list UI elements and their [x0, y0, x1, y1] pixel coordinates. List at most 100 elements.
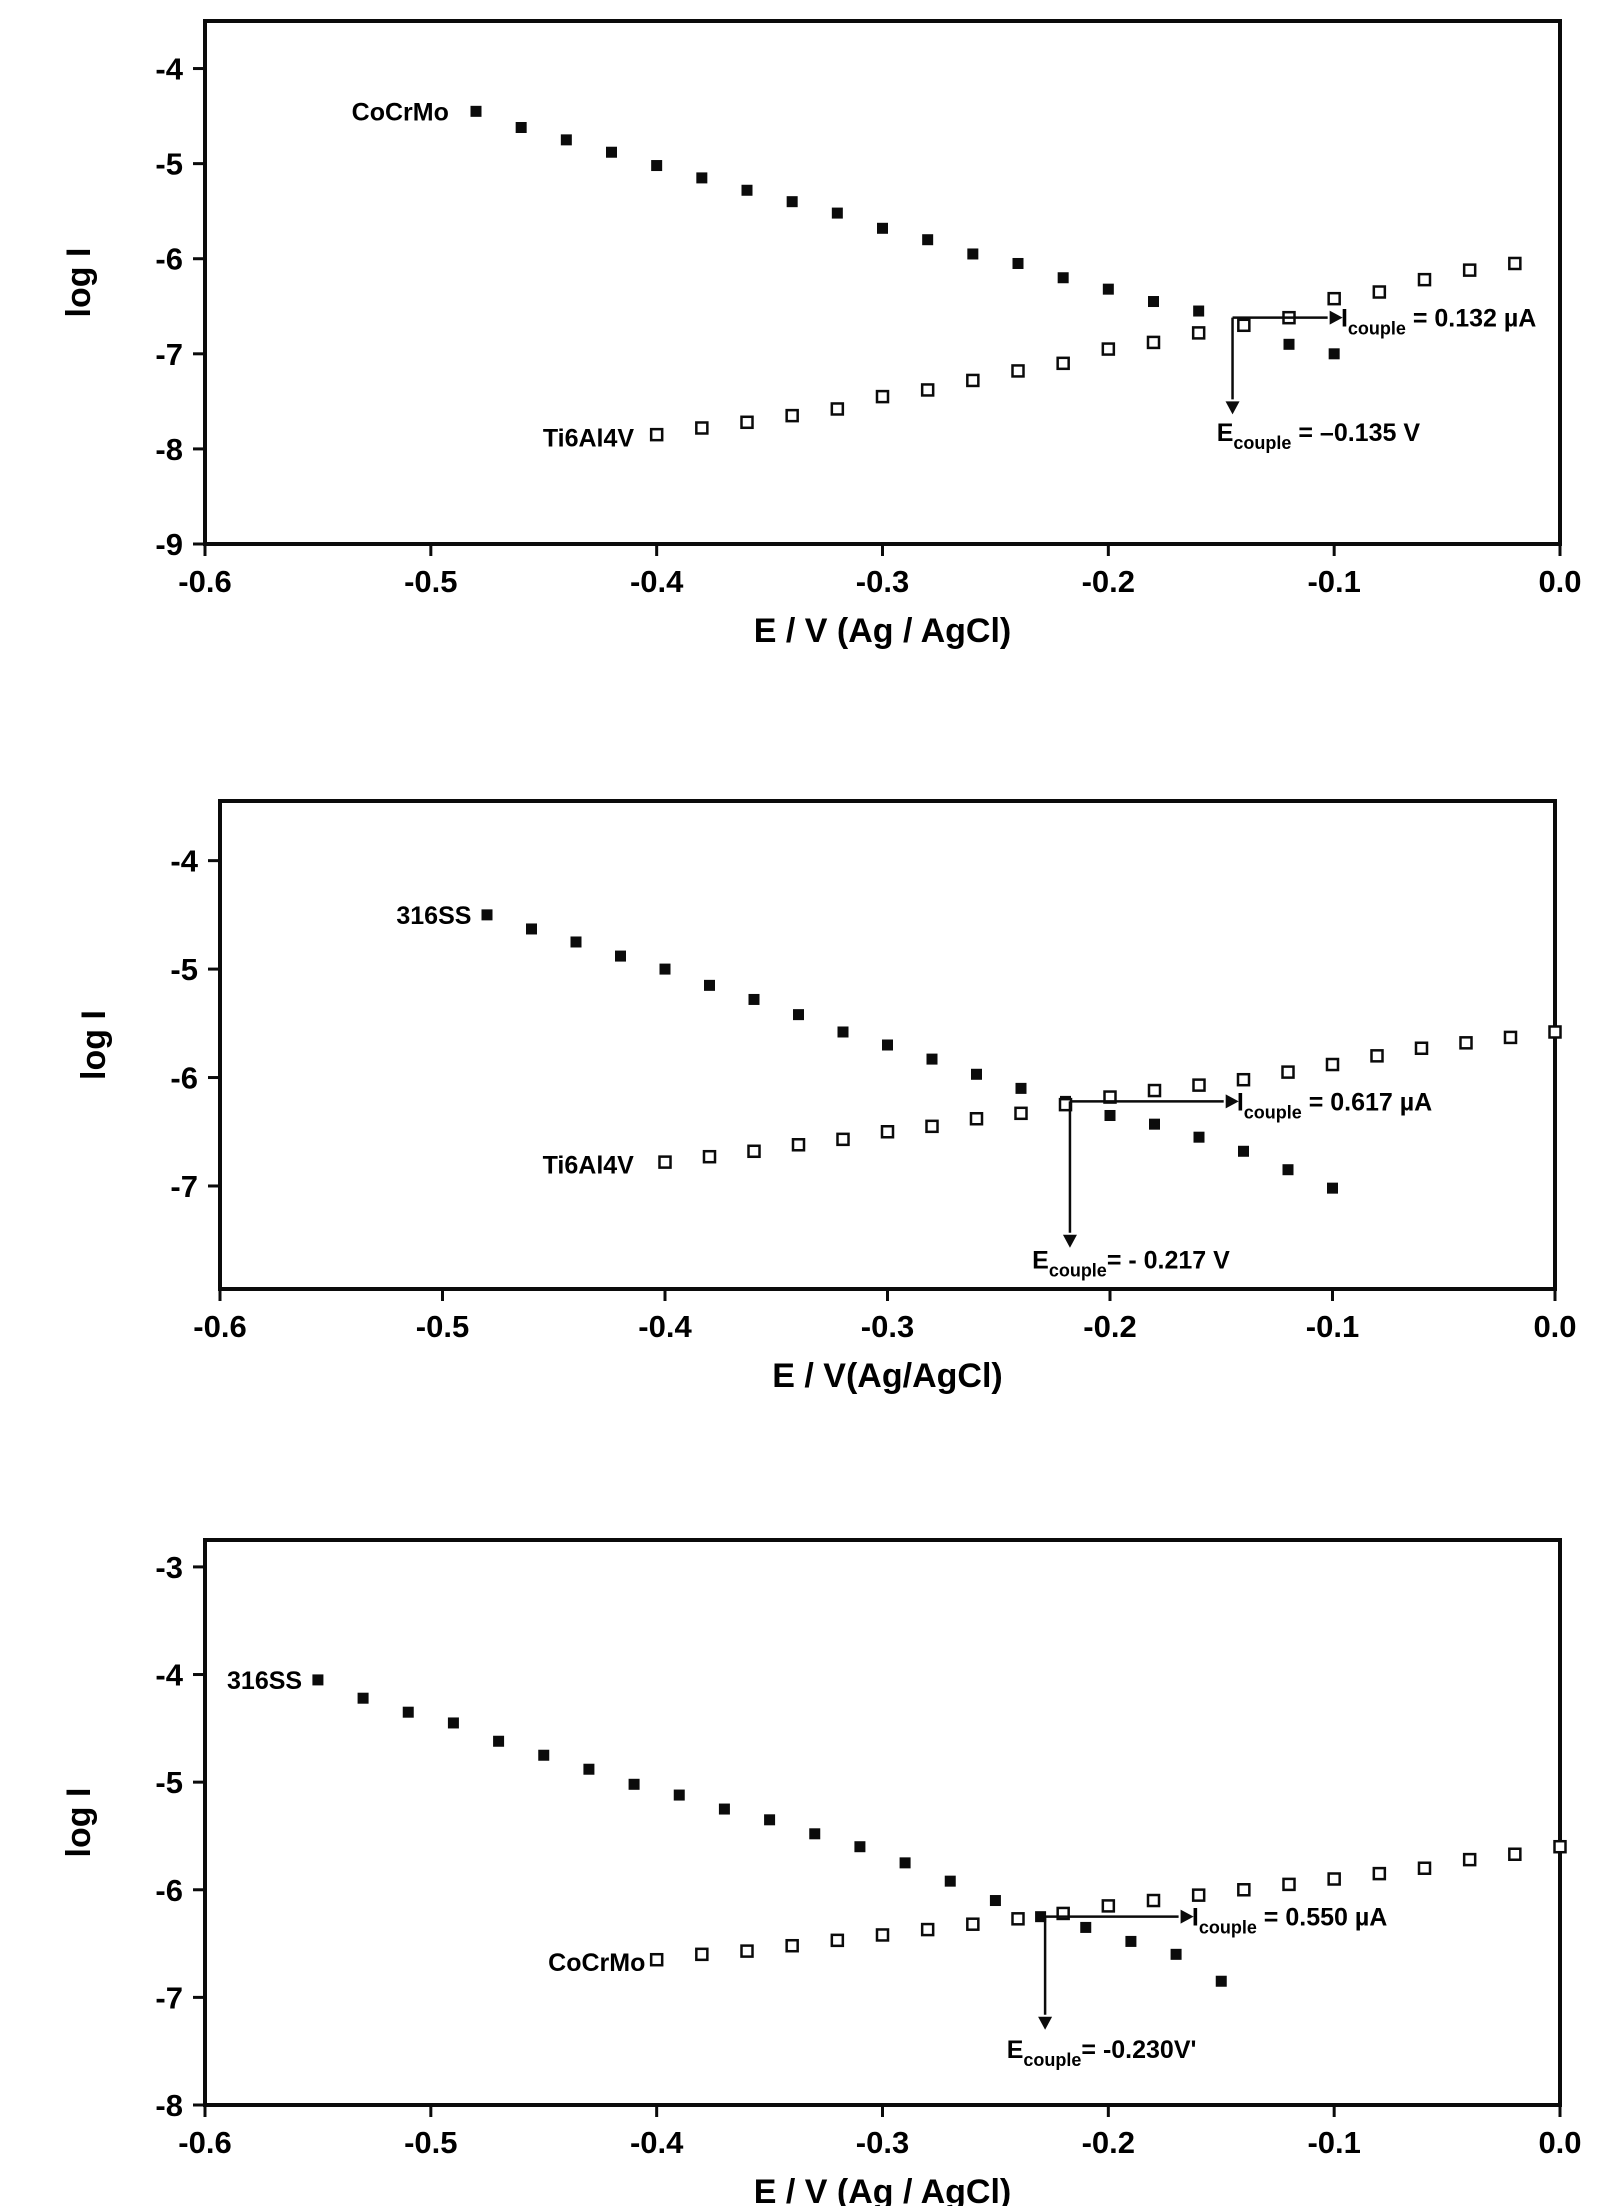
data-point-open-square [740, 1944, 754, 1958]
data-point-filled-square [741, 184, 753, 196]
data-point-open-square [1462, 263, 1477, 277]
data-point-filled-square [1328, 348, 1340, 360]
data-point-filled-square [447, 1717, 459, 1729]
y-axis-title: log I [60, 1788, 98, 1858]
y-tick-label: -3 [155, 1550, 183, 1585]
data-point-filled-square [899, 1857, 911, 1869]
right-arrowhead-icon [1225, 1094, 1239, 1109]
x-axis-title: E / V (Ag / AgCl) [754, 612, 1012, 650]
y-tick-label: -5 [170, 952, 198, 987]
y-tick-label: -7 [155, 1980, 183, 2015]
down-arrowhead-icon [1225, 401, 1240, 415]
data-point-open-square [830, 402, 845, 416]
data-point-filled-square [718, 1803, 730, 1815]
data-point-filled-square [628, 1778, 640, 1790]
data-point-open-square [791, 1138, 806, 1152]
data-point-open-square [695, 421, 709, 435]
x-tick-label: -0.2 [1082, 564, 1135, 599]
y-tick-label: -7 [170, 1169, 198, 1204]
series-CoCrMo [649, 1839, 1567, 1967]
data-point-open-square [1011, 364, 1025, 378]
down-arrowhead-icon [1038, 2016, 1053, 2030]
data-point-open-square [1236, 1072, 1251, 1087]
data-point-filled-square [1170, 1948, 1182, 1960]
data-point-filled-square [764, 1814, 776, 1826]
data-point-filled-square [615, 950, 626, 962]
x-tick-label: -0.3 [856, 564, 909, 599]
y-tick-label: -5 [155, 147, 183, 182]
y-tick-label: -4 [155, 52, 183, 87]
data-point-open-square [1147, 1083, 1162, 1098]
data-point-open-square [1548, 1025, 1562, 1039]
data-point-open-square [880, 1125, 895, 1139]
data-point-filled-square [312, 1674, 324, 1686]
x-tick-label: -0.1 [1307, 2125, 1360, 2160]
data-point-open-square [1191, 326, 1206, 340]
data-point-filled-square [748, 993, 760, 1005]
data-point-open-square [1146, 1893, 1161, 1908]
data-point-filled-square [560, 134, 572, 146]
data-point-open-square [1192, 1078, 1206, 1092]
data-point-open-square [785, 1938, 799, 1953]
series-label: 316SS [227, 1667, 302, 1695]
data-point-open-square [1056, 1906, 1070, 1921]
data-point-open-square [1508, 1847, 1522, 1861]
data-point-open-square [969, 1111, 984, 1126]
x-tick-label: -0.6 [178, 564, 231, 599]
data-point-filled-square [673, 1789, 685, 1801]
chart-svg: -0.6 -0.5 -0.4 -0.3 -0.2 -0.1 0.0 -4 -5 -6 -7 -8 -9 E… [60, 19, 1582, 650]
data-point-open-square [785, 408, 799, 423]
data-point-open-square [836, 1132, 850, 1147]
x-tick-label: -0.1 [1307, 564, 1360, 599]
data-point-filled-square [1080, 1921, 1092, 1933]
data-point-open-square [1327, 1872, 1341, 1886]
x-tick-label: -0.4 [638, 1309, 692, 1344]
data-point-filled-square [1193, 1131, 1205, 1143]
chart-316ss-vs-cocrmo: -0.6 -0.5 -0.4 -0.3 -0.2 -0.1 0.0 -3 -4 -5 -6 -7 -8 E… [0, 1460, 1617, 2206]
couple-current-label: Icouple = 0.132 µA [1341, 305, 1536, 339]
series-label: CoCrMo [352, 98, 449, 126]
couple-potential-label: Ecouple= - 0.217 V [1032, 1247, 1230, 1281]
data-point-open-square [875, 1928, 890, 1942]
data-point-open-square [1417, 1861, 1432, 1875]
data-point-open-square [747, 1144, 761, 1159]
x-tick-label: -0.3 [861, 1309, 914, 1344]
data-point-open-square [1417, 272, 1432, 287]
data-point-filled-square [809, 1828, 821, 1840]
data-point-filled-square [583, 1763, 595, 1775]
series-Ti6Al4V [658, 1025, 1562, 1169]
data-point-open-square [1101, 342, 1116, 356]
data-point-open-square [1281, 1065, 1295, 1079]
data-point-open-square [920, 383, 935, 397]
couple-current-label: Icouple = 0.617 µA [1237, 1088, 1432, 1122]
data-point-open-square [1503, 1030, 1518, 1045]
data-point-filled-square [481, 909, 493, 921]
data-point-open-square [1508, 256, 1522, 271]
series-label: CoCrMo [548, 1949, 645, 1977]
data-point-filled-square [1125, 1935, 1137, 1947]
data-point-open-square [920, 1922, 935, 1937]
x-tick-label: -0.2 [1082, 2125, 1135, 2160]
series-label: Ti6Al4V [543, 424, 635, 452]
data-point-filled-square [1102, 283, 1114, 295]
chart-cocrmo-vs-ti6al4v: -0.6 -0.5 -0.4 -0.3 -0.2 -0.1 0.0 -4 -5 -6 -7 -8 -9 E… [0, 0, 1617, 700]
data-point-open-square [695, 1947, 709, 1962]
data-point-open-square [1237, 318, 1251, 333]
series-label: 316SS [396, 902, 471, 930]
data-point-filled-square [402, 1706, 414, 1718]
x-tick-label: -0.6 [193, 1309, 246, 1344]
data-point-open-square [1414, 1041, 1429, 1056]
data-point-filled-square [538, 1749, 550, 1761]
data-point-filled-square [1015, 1082, 1027, 1094]
couple-annotation [1225, 310, 1343, 415]
data-point-filled-square [1193, 305, 1205, 317]
data-point-filled-square [971, 1068, 982, 1080]
data-point-open-square [1462, 1852, 1477, 1867]
y-tick-label: -8 [155, 2088, 183, 2123]
x-tick-label: -0.5 [416, 1309, 469, 1344]
y-tick-label: -5 [155, 1765, 183, 1800]
x-axis-title: E / V (Ag / AgCl) [754, 2173, 1012, 2206]
series-CoCrMo [470, 105, 1340, 360]
series-Ti6Al4V [649, 256, 1522, 442]
